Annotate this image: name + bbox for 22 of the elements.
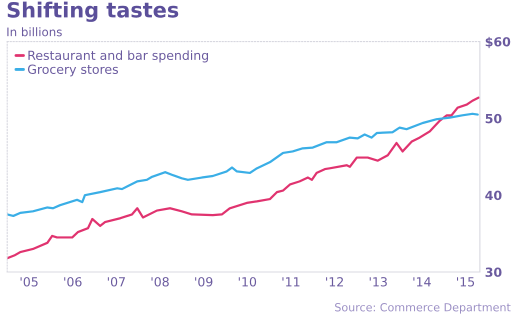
x-tick-label: '15: [457, 277, 474, 287]
y-tick-label: $60: [486, 36, 510, 48]
x-tick-label: '05: [20, 277, 38, 287]
line-series: [7, 96, 480, 260]
y-tick-label: 40: [485, 190, 502, 200]
x-tick-label: '13: [370, 277, 387, 287]
chart-subtitle: In billions: [7, 27, 62, 36]
legend-label: Grocery stores: [28, 64, 118, 76]
y-tick-label: 50: [486, 114, 502, 124]
chart-title: Shifting tastes: [8, 2, 178, 22]
x-tick-label: '07: [108, 277, 125, 287]
x-tick-label: '06: [64, 277, 82, 287]
y-tick-label: 30: [486, 267, 502, 277]
line-series: [7, 112, 479, 218]
x-tick-label: '08: [152, 277, 169, 287]
x-tick-label: '10: [238, 277, 256, 287]
x-tick-label: '11: [282, 277, 300, 286]
source-note: Source: Commerce Department: [335, 303, 511, 314]
x-tick-label: '14: [413, 277, 431, 286]
x-tick-label: '09: [195, 277, 212, 287]
x-tick-label: '12: [326, 277, 343, 286]
legend-label: Restaurant and bar spending: [28, 50, 208, 62]
